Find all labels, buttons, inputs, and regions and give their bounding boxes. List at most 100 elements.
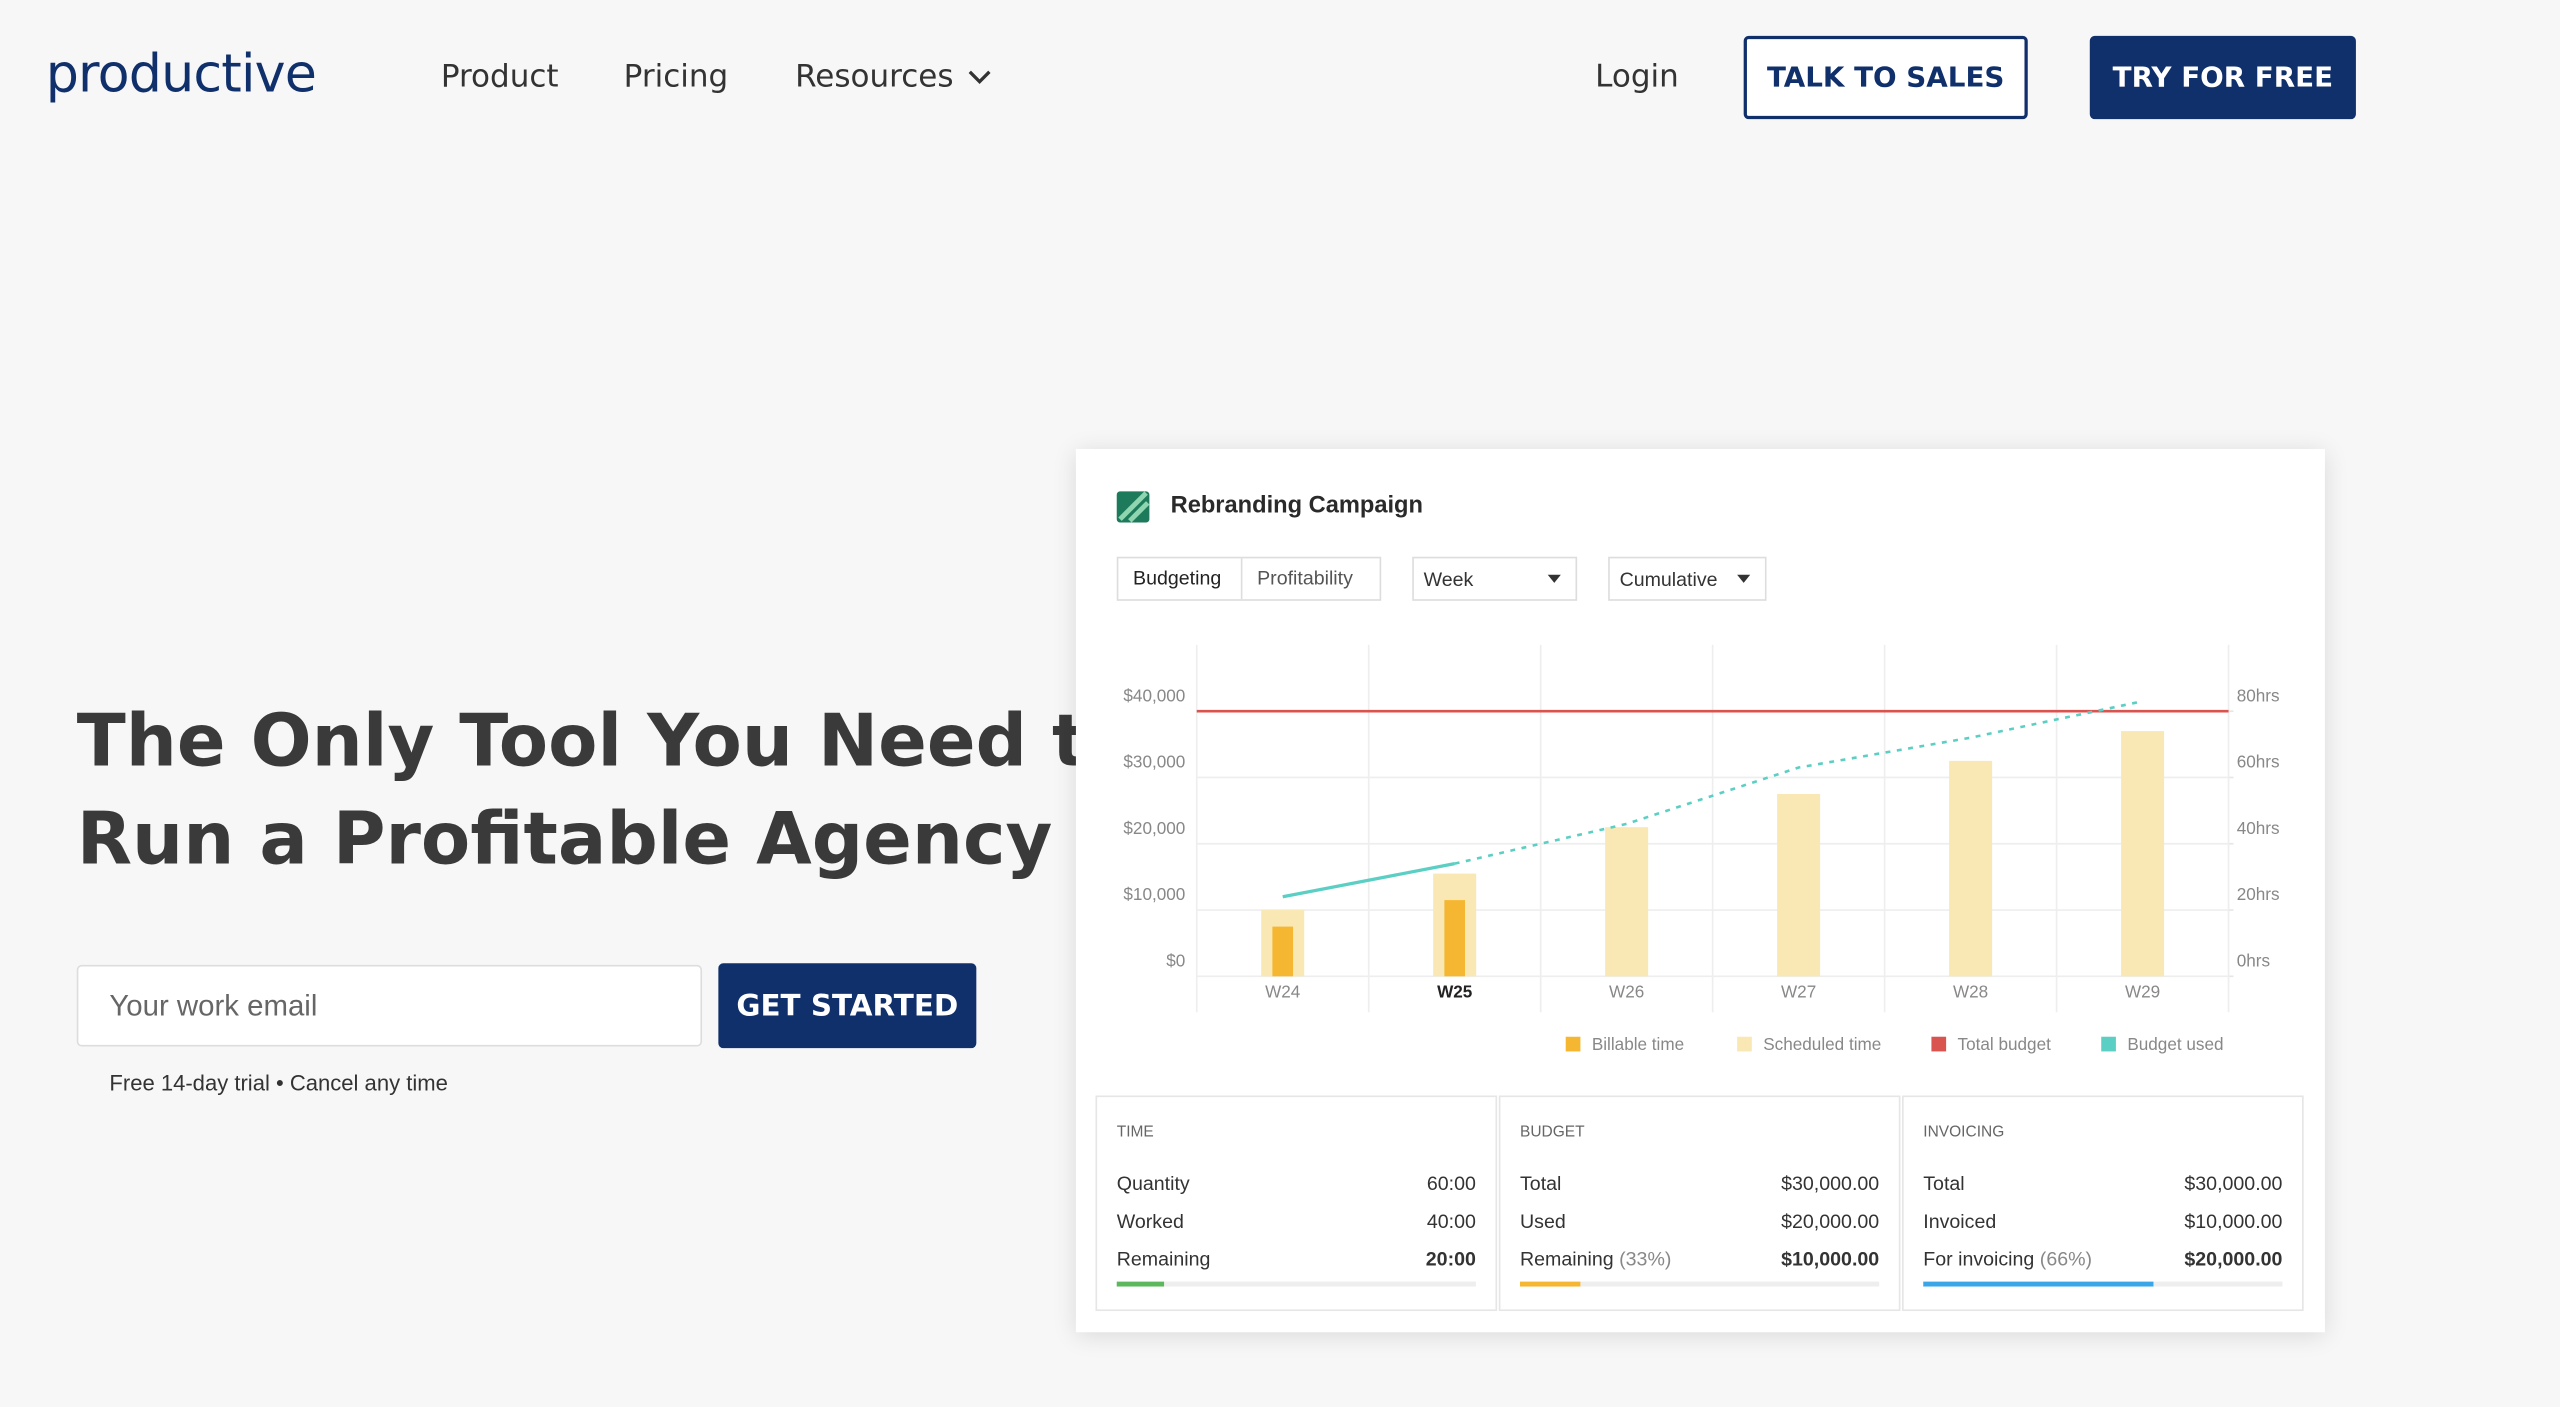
project-icon-stripe <box>1118 491 1150 523</box>
legend-swatch <box>1737 1036 1752 1052</box>
row-value: 20:00 <box>1425 1247 1476 1271</box>
legend-swatch <box>1931 1036 1947 1052</box>
summary-card: TIME Quantity 60:00 Worked 40:00 Remaining 20:… <box>1095 1095 1498 1312</box>
row-label: Total <box>1923 1172 1964 1195</box>
summary-row: Remaining 20:00 <box>1117 1247 1476 1270</box>
row-label-text: Invoiced <box>1923 1209 1997 1233</box>
progress-track <box>1923 1281 2283 1287</box>
y2-tick-label: 40hrs <box>2237 818 2280 838</box>
row-label: Worked <box>1117 1210 1184 1233</box>
x-tick-label: W29 <box>2125 982 2160 1002</box>
y-tick-label: $30,000 <box>1123 752 1185 772</box>
logo[interactable]: productive <box>45 42 317 105</box>
get-started-button[interactable]: GET STARTED <box>718 963 977 1049</box>
email-input[interactable]: Your work email <box>76 964 703 1047</box>
row-value: $10,000.00 <box>1781 1247 1880 1271</box>
legend-label: Budget used <box>2127 1034 2223 1054</box>
dropdown-caret <box>1737 574 1751 583</box>
row-label-text: For invoicing <box>1923 1247 2035 1271</box>
try-free-button[interactable]: TRY FOR FREE <box>2089 35 2356 120</box>
row-value: 40:00 <box>1426 1209 1476 1233</box>
x-tick-label: W26 <box>1609 982 1644 1002</box>
summary-row: Total $30,000.00 <box>1520 1172 1879 1195</box>
y2-tick-label: 60hrs <box>2237 752 2280 772</box>
row-label-text: Used <box>1519 1209 1566 1233</box>
row-label-text: Quantity <box>1116 1172 1190 1196</box>
row-label: Remaining (33%) <box>1520 1247 1671 1270</box>
bar <box>1444 900 1466 977</box>
card-title: INVOICING <box>1923 1123 2005 1142</box>
progress-bar <box>1923 1281 2154 1287</box>
row-label: For invoicing (66%) <box>1923 1247 2092 1270</box>
bar <box>1777 794 1821 977</box>
dropdown[interactable] <box>1412 556 1578 601</box>
chart-title: Rebranding Campaign <box>1171 493 1423 519</box>
y-tick-label: $0 <box>1166 951 1185 971</box>
legend-label: Billable time <box>1592 1034 1684 1054</box>
hero-title-line: Run a Profitable Agency <box>76 798 1053 882</box>
nav-link[interactable]: Resources <box>795 58 954 95</box>
legend-swatch <box>1565 1036 1581 1052</box>
y2-tick-label: 20hrs <box>2237 884 2280 904</box>
legend-label: Total budget <box>1958 1034 2052 1054</box>
x-tick-label: W25 <box>1437 982 1473 1002</box>
tab[interactable]: Profitability <box>1257 567 1353 589</box>
row-label: Remaining <box>1117 1247 1211 1270</box>
bar <box>2121 731 2165 977</box>
x-tick-label: W24 <box>1265 982 1301 1002</box>
y-tick-label: $40,000 <box>1123 685 1185 705</box>
row-value: $30,000.00 <box>1781 1172 1880 1196</box>
nav-link[interactable]: Pricing <box>623 58 729 95</box>
bar <box>1272 926 1294 977</box>
dropdown-label[interactable]: Week <box>1424 569 1474 591</box>
row-label-text: Remaining <box>1519 1247 1614 1271</box>
line <box>1454 699 2143 865</box>
summary-row: Invoiced $10,000.00 <box>1923 1210 2282 1233</box>
row-label: Used <box>1520 1210 1566 1233</box>
hero-title-line: The Only Tool You Need to <box>76 700 1136 784</box>
trial-note: Free 14-day trial • Cancel any time <box>109 1071 448 1096</box>
row-note: (66%) <box>2039 1247 2093 1271</box>
row-note: (33%) <box>1619 1247 1672 1271</box>
tab[interactable]: Budgeting <box>1133 567 1221 589</box>
card-title: BUDGET <box>1519 1123 1585 1142</box>
summary-row: Quantity 60:00 <box>1117 1172 1476 1195</box>
progress-track <box>1116 1281 1476 1287</box>
progress-bar <box>1519 1281 1582 1287</box>
login-link[interactable]: Login <box>1595 58 1679 95</box>
progress-track <box>1519 1281 1880 1287</box>
row-label: Quantity <box>1117 1172 1190 1195</box>
row-value: 60:00 <box>1426 1172 1476 1196</box>
row-label: Invoiced <box>1923 1210 1996 1233</box>
row-label-text: Remaining <box>1116 1247 1211 1271</box>
y-tick-label: $10,000 <box>1123 884 1185 904</box>
row-value: $20,000.00 <box>2184 1247 2283 1271</box>
bar <box>1605 827 1649 977</box>
row-value: $10,000.00 <box>2184 1209 2283 1233</box>
hero-title: The Only Tool You Need to Run a Profitab… <box>77 694 1136 890</box>
x-tick-label: W28 <box>1953 982 1988 1002</box>
summary-row: Remaining (33%) $10,000.00 <box>1520 1247 1879 1270</box>
talk-to-sales-button[interactable]: TALK TO SALES <box>1743 35 2028 120</box>
progress-bar <box>1116 1281 1164 1287</box>
dropdown-label[interactable]: Cumulative <box>1620 569 1718 591</box>
y2-tick-label: 80hrs <box>2237 685 2280 705</box>
nav-link[interactable]: Product <box>440 58 559 95</box>
tab-group <box>1116 556 1382 601</box>
legend-swatch <box>2101 1036 2116 1052</box>
y2-tick-label: 0hrs <box>2237 951 2270 971</box>
dropdown-caret <box>1547 574 1561 583</box>
summary-row: Worked 40:00 <box>1117 1210 1476 1233</box>
row-label: Total <box>1520 1172 1561 1195</box>
y-tick-label: $20,000 <box>1123 818 1185 838</box>
dropdown[interactable] <box>1608 556 1767 601</box>
summary-row: Used $20,000.00 <box>1520 1210 1879 1233</box>
card-title: TIME <box>1116 1123 1154 1142</box>
bar <box>1949 760 1993 977</box>
summary-row: Total $30,000.00 <box>1923 1172 2282 1195</box>
row-label-text: Worked <box>1116 1209 1184 1233</box>
row-value: $20,000.00 <box>1781 1209 1880 1233</box>
